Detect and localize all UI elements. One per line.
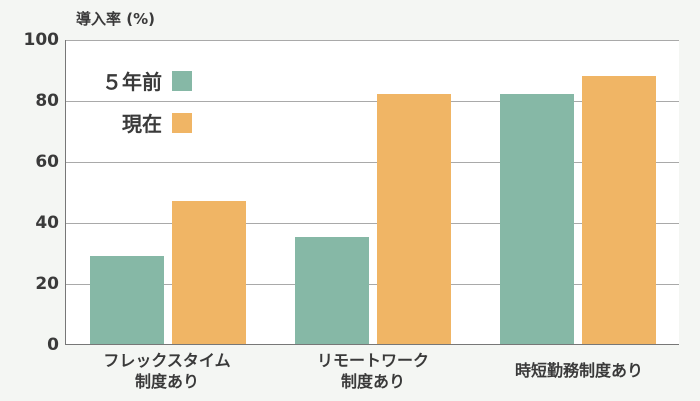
bar-5-years-ago	[295, 237, 369, 344]
legend-item-5-years-ago: ５年前	[92, 66, 192, 95]
y-tick-label: 60	[35, 152, 59, 172]
legend-swatch	[172, 70, 192, 91]
y-tick-label: 80	[35, 91, 59, 111]
y-tick-label: 40	[35, 213, 59, 233]
bar-current	[582, 75, 656, 344]
bar-5-years-ago	[90, 255, 164, 344]
gridline	[66, 284, 679, 285]
plot-area	[65, 40, 679, 345]
gridline	[66, 162, 679, 163]
y-axis-title: 導入率 (%)	[76, 10, 155, 28]
x-label-short-hours: 時短勤務制度あり	[514, 361, 643, 380]
y-tick-label: 100	[23, 30, 60, 50]
x-label-flextime: フレックスタイム 制度あり	[103, 351, 231, 391]
bar-5-years-ago	[500, 93, 574, 344]
y-tick-label: 0	[47, 335, 59, 355]
legend-label: 現在	[122, 112, 162, 136]
bar-current	[377, 93, 451, 344]
x-label-remote-work: リモートワーク 制度あり	[316, 351, 429, 391]
legend-swatch	[172, 112, 192, 133]
gridline	[66, 223, 679, 224]
legend-label: ５年前	[102, 70, 162, 94]
legend-item-current: 現在	[92, 108, 192, 137]
y-tick-label: 20	[35, 274, 59, 294]
gridline	[66, 40, 679, 41]
gridline	[66, 101, 679, 102]
bar-current	[172, 200, 246, 344]
